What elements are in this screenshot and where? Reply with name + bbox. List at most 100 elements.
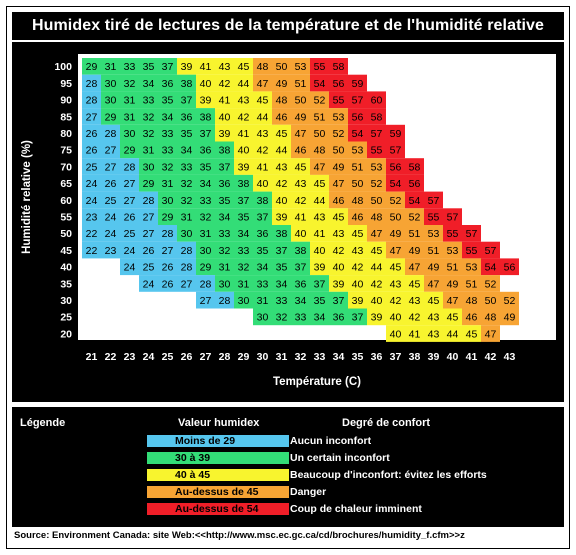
heat-cell xyxy=(177,91,196,109)
heat-cell xyxy=(405,174,424,192)
cell-value: 41 xyxy=(295,211,307,223)
heat-cell xyxy=(120,124,139,142)
heat-cell xyxy=(177,208,196,225)
cell-value: 32 xyxy=(276,312,288,324)
heat-cell xyxy=(158,241,177,259)
heat-cell xyxy=(291,58,310,75)
cell-value: 43 xyxy=(295,178,307,190)
heat-cell xyxy=(253,225,272,242)
legend-comfort-header: Degré de confort xyxy=(342,417,431,429)
cell-value: 32 xyxy=(200,211,212,223)
cell-value: 24 xyxy=(105,211,117,223)
heat-cell xyxy=(101,108,120,125)
heat-cell xyxy=(443,225,462,242)
y-tick-label: 65 xyxy=(60,178,72,190)
heat-cell xyxy=(139,275,158,292)
x-tick-label: 34 xyxy=(333,351,345,363)
heat-cell xyxy=(481,275,500,292)
heat-cell xyxy=(272,74,291,92)
x-tick-label: 26 xyxy=(181,351,193,363)
heat-cell xyxy=(272,308,291,326)
cell-value: 24 xyxy=(105,228,117,240)
cell-value: 56 xyxy=(390,161,402,173)
cell-value: 38 xyxy=(219,145,231,157)
heat-cell xyxy=(234,124,253,142)
heat-cell xyxy=(253,291,272,309)
cell-value: 27 xyxy=(124,178,136,190)
heat-cell xyxy=(348,174,367,192)
legend-swatch-blue: Moins de 29 xyxy=(146,434,290,448)
x-tick-label: 31 xyxy=(276,351,288,363)
heat-cell xyxy=(424,241,443,259)
heat-cell xyxy=(82,241,101,259)
heat-cell xyxy=(101,158,120,175)
heat-cell xyxy=(310,208,329,225)
cell-value: 24 xyxy=(124,262,136,274)
heat-cell xyxy=(348,208,367,225)
cell-value: 47 xyxy=(390,245,402,257)
heat-cell xyxy=(82,191,101,209)
heat-cell xyxy=(272,241,291,259)
heat-cell xyxy=(272,108,291,125)
heat-cell xyxy=(196,58,215,75)
cell-value: 25 xyxy=(143,262,155,274)
y-tick-label: 85 xyxy=(60,111,72,123)
heat-cell xyxy=(215,258,234,276)
heat-cell xyxy=(443,258,462,276)
heat-cell xyxy=(177,275,196,292)
heat-cell xyxy=(310,91,329,109)
cell-value: 48 xyxy=(371,211,383,223)
heat-cell xyxy=(234,208,253,225)
heat-cell xyxy=(367,191,386,209)
cell-value: 53 xyxy=(447,245,459,257)
x-tick-label: 36 xyxy=(371,351,383,363)
cell-value: 37 xyxy=(352,312,364,324)
cell-value: 47 xyxy=(295,128,307,140)
cell-value: 58 xyxy=(333,61,345,73)
y-tick-label: 35 xyxy=(60,278,72,290)
cell-value: 39 xyxy=(181,61,193,73)
cell-value: 54 xyxy=(409,195,421,207)
heat-cell xyxy=(329,158,348,175)
heat-cell xyxy=(253,191,272,209)
cell-value: 31 xyxy=(219,262,231,274)
heat-cell xyxy=(253,58,272,75)
heat-cell xyxy=(234,291,253,309)
heat-cell xyxy=(234,225,253,242)
heat-cell xyxy=(139,158,158,175)
cell-value: 33 xyxy=(295,312,307,324)
cell-value: 34 xyxy=(314,312,326,324)
cell-value: 28 xyxy=(200,278,212,290)
humidex-chart: 29 31 33 35 37 39 41 43 45 48 50 53 55 58 28 30 32 34 36 38… xyxy=(12,42,564,402)
humidex-heatmap-svg: 29 31 33 35 37 39 41 43 45 48 50 53 55 58 28 30 32 34 36 38… xyxy=(21,54,556,388)
heat-cell xyxy=(291,275,310,292)
heat-cell xyxy=(386,241,405,259)
cell-value: 27 xyxy=(124,195,136,207)
cell-value: 40 xyxy=(371,295,383,307)
y-tick-label: 25 xyxy=(60,312,72,324)
heat-cell xyxy=(139,241,158,259)
cell-value: 37 xyxy=(295,262,307,274)
cell-value: 58 xyxy=(409,161,421,173)
heat-cell xyxy=(462,325,481,342)
heat-cell xyxy=(329,141,348,159)
heat-cell xyxy=(120,191,139,209)
cell-value: 43 xyxy=(390,278,402,290)
heat-cell xyxy=(234,108,253,125)
heat-cell xyxy=(291,291,310,309)
heat-cell xyxy=(234,258,253,276)
cell-value: 37 xyxy=(200,128,212,140)
heat-cell xyxy=(291,158,310,175)
y-tick-label: 80 xyxy=(60,128,72,140)
heat-cell xyxy=(234,74,253,92)
heat-cell xyxy=(196,258,215,276)
x-tick-label: 21 xyxy=(86,351,98,363)
cell-value: 29 xyxy=(124,145,136,157)
heat-cell xyxy=(272,225,291,242)
cell-value: 40 xyxy=(257,178,269,190)
heat-cell xyxy=(443,275,462,292)
cell-value: 55 xyxy=(371,145,383,157)
heat-cell xyxy=(139,208,158,225)
heat-cell xyxy=(272,275,291,292)
heat-cell xyxy=(253,158,272,175)
